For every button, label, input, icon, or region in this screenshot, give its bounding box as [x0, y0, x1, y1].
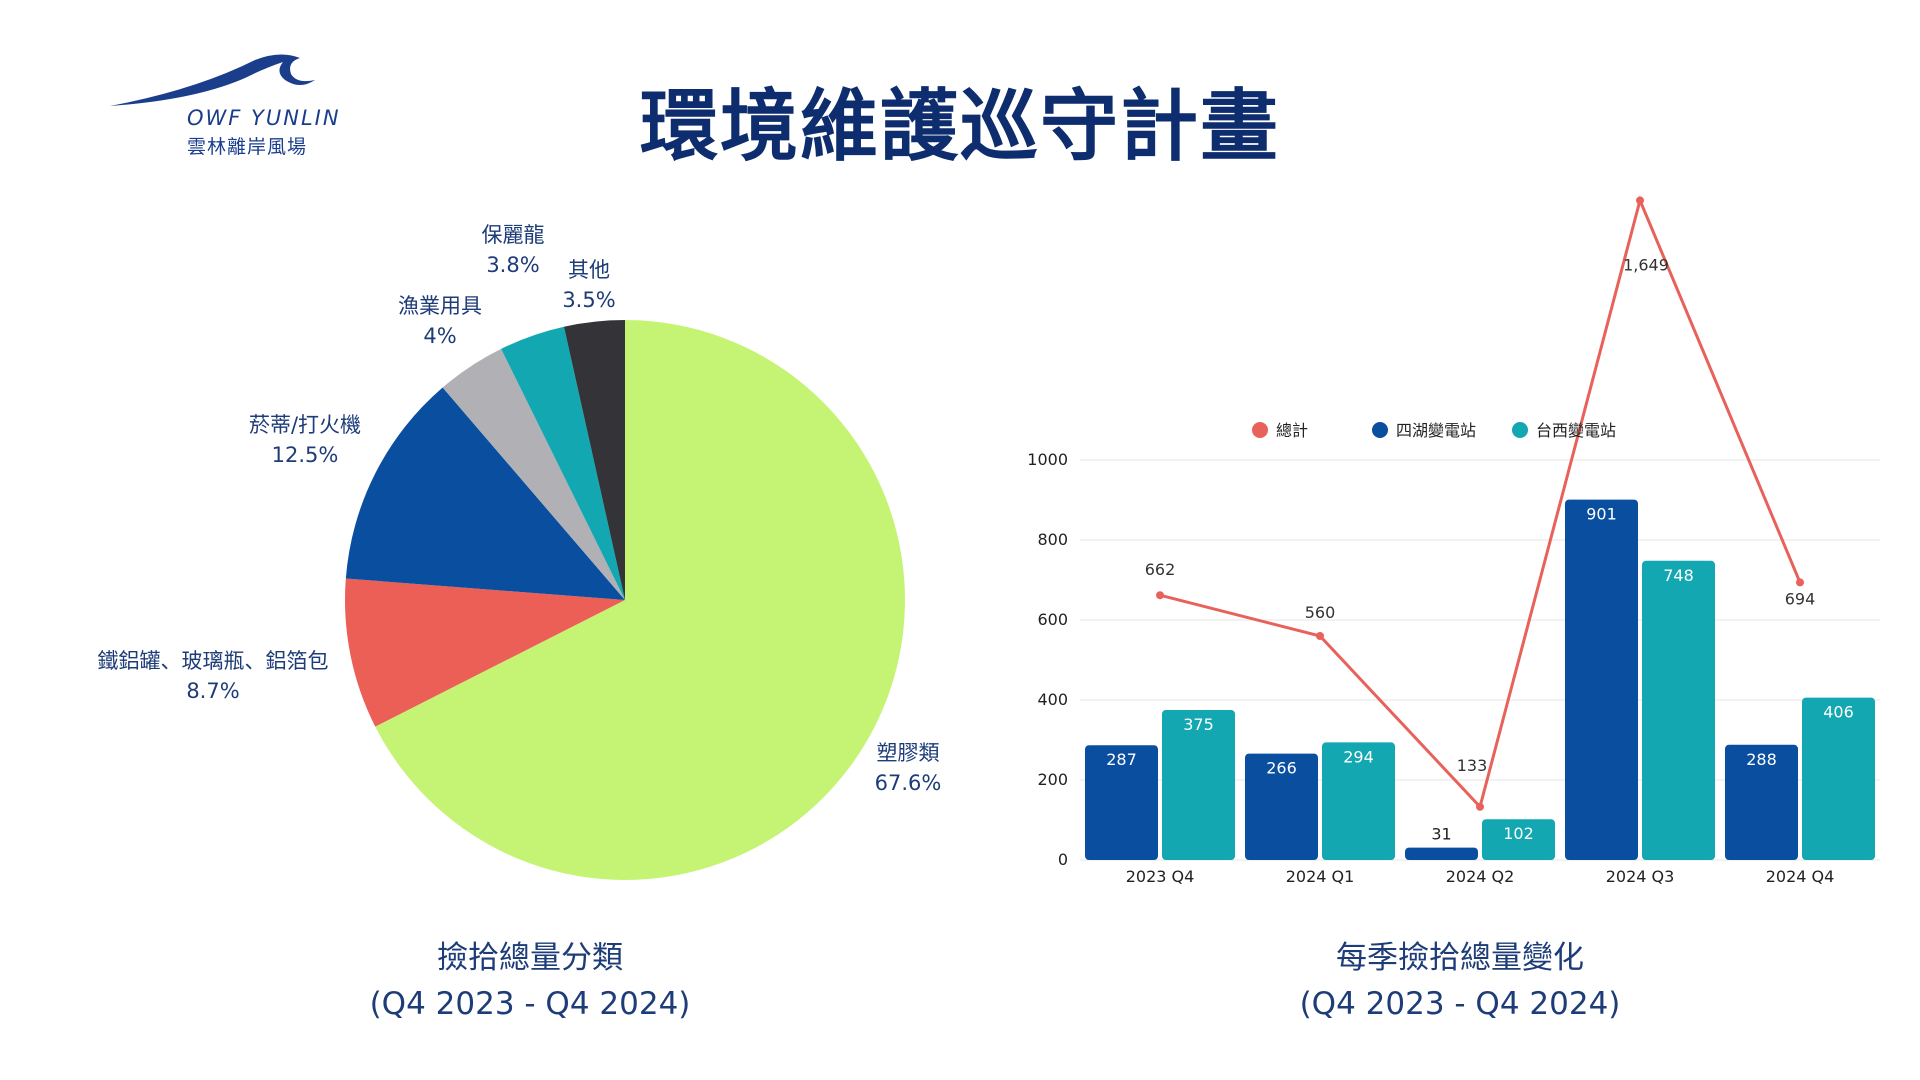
bar [1802, 697, 1875, 860]
legend-marker [1252, 422, 1268, 438]
bar-value-label: 287 [1106, 750, 1137, 769]
line-point [1636, 196, 1644, 205]
pie-slice [501, 326, 625, 600]
pie-caption-line2: (Q4 2023 - Q4 2024) [369, 986, 691, 1022]
pie-slice [563, 320, 625, 600]
bar [1482, 819, 1555, 860]
pie-caption-line1: 撿拾總量分類 [437, 940, 623, 976]
bar-value-label: 31 [1431, 825, 1451, 844]
line-value-label: 1,649 [1623, 255, 1669, 274]
line-point [1796, 578, 1804, 587]
x-tick-label: 2024 Q3 [1606, 867, 1675, 886]
y-tick-label: 1000 [1027, 450, 1068, 469]
bar [1725, 744, 1798, 860]
line-value-label: 662 [1145, 560, 1176, 579]
bar [1322, 742, 1395, 860]
pie-slice-label: 漁業用具 [398, 294, 482, 318]
pie-slice-percent: 8.7% [186, 679, 239, 703]
bar [1405, 847, 1478, 860]
logo-name-zh: 雲林離岸風場 [187, 136, 308, 158]
bar [1245, 753, 1318, 860]
combo-chart-caption: 每季撿拾總量變化 (Q4 2023 - Q4 2024) [1260, 935, 1660, 1027]
bar-value-label: 266 [1266, 759, 1297, 778]
x-tick-label: 2024 Q4 [1766, 867, 1835, 886]
pie-slice-percent: 3.8% [486, 253, 539, 277]
line-point [1316, 632, 1324, 640]
bar [1085, 745, 1158, 860]
pie-slice [345, 578, 625, 727]
pie-slice-percent: 67.6% [875, 771, 942, 795]
wave-logo-icon [110, 54, 315, 106]
x-tick-label: 2024 Q2 [1446, 867, 1515, 886]
bar-value-label: 406 [1823, 703, 1854, 722]
y-tick-label: 400 [1037, 690, 1068, 709]
line-value-label: 133 [1457, 756, 1488, 775]
logo-name-en: OWF YUNLIN [187, 106, 341, 130]
bar [1642, 560, 1715, 860]
pie-slice-label: 其他 [568, 258, 610, 282]
combo-caption-line2: (Q4 2023 - Q4 2024) [1299, 986, 1621, 1022]
legend-marker [1372, 422, 1388, 438]
pie-slice-label: 鐵鋁罐、玻璃瓶、鋁箔包 [98, 649, 329, 673]
legend-marker [1512, 422, 1528, 438]
legend-label: 四湖變電站 [1396, 421, 1476, 440]
bar [1565, 499, 1638, 860]
y-tick-label: 600 [1037, 610, 1068, 629]
bar-value-label: 102 [1503, 824, 1534, 843]
bar-value-label: 748 [1663, 566, 1694, 585]
bar-value-label: 901 [1586, 505, 1617, 524]
pie-slice-label: 塑膠類 [877, 741, 940, 765]
line-point [1476, 802, 1484, 811]
legend-label: 總計 [1276, 421, 1308, 440]
pie-slice-percent: 3.5% [562, 288, 615, 312]
pie-slice [345, 387, 625, 600]
y-tick-label: 0 [1058, 850, 1068, 869]
combo-chart: 0 200 400 600 800 1000 287 375 2023 Q4 266 294 2024… [1027, 195, 1880, 886]
pie-slice [442, 348, 625, 600]
x-tick-label: 2023 Q4 [1126, 867, 1195, 886]
pie-chart: 塑膠類 67.6% 鐵鋁罐、玻璃瓶、鋁箔包 8.7% 菸蒂/打火機 12.5% 漁業用具 4%… [98, 223, 942, 880]
logo: OWF YUNLIN 雲林離岸風場 [105, 50, 345, 160]
bar-value-label: 294 [1343, 747, 1374, 766]
pie-slice-percent: 12.5% [272, 443, 339, 467]
legend-label: 台西變電站 [1536, 421, 1616, 440]
y-tick-label: 200 [1037, 770, 1068, 789]
pie-slice-label: 菸蒂/打火機 [249, 413, 361, 437]
x-tick-label: 2024 Q1 [1286, 867, 1355, 886]
bar [1162, 710, 1235, 860]
combo-caption-line1: 每季撿拾總量變化 [1336, 940, 1584, 976]
line-value-label: 694 [1785, 589, 1816, 608]
bar-value-label: 375 [1183, 715, 1214, 734]
pie-slice [375, 320, 905, 880]
pie-chart-caption: 撿拾總量分類 (Q4 2023 - Q4 2024) [330, 935, 730, 1027]
line-value-label: 560 [1305, 603, 1336, 622]
y-tick-label: 800 [1037, 530, 1068, 549]
pie-slice-percent: 4% [423, 324, 456, 348]
line-point [1156, 591, 1164, 600]
page-title: 環境維護巡守計畫 [639, 82, 1280, 172]
pie-slice-label: 保麗龍 [482, 223, 545, 247]
bar-value-label: 288 [1746, 750, 1777, 769]
